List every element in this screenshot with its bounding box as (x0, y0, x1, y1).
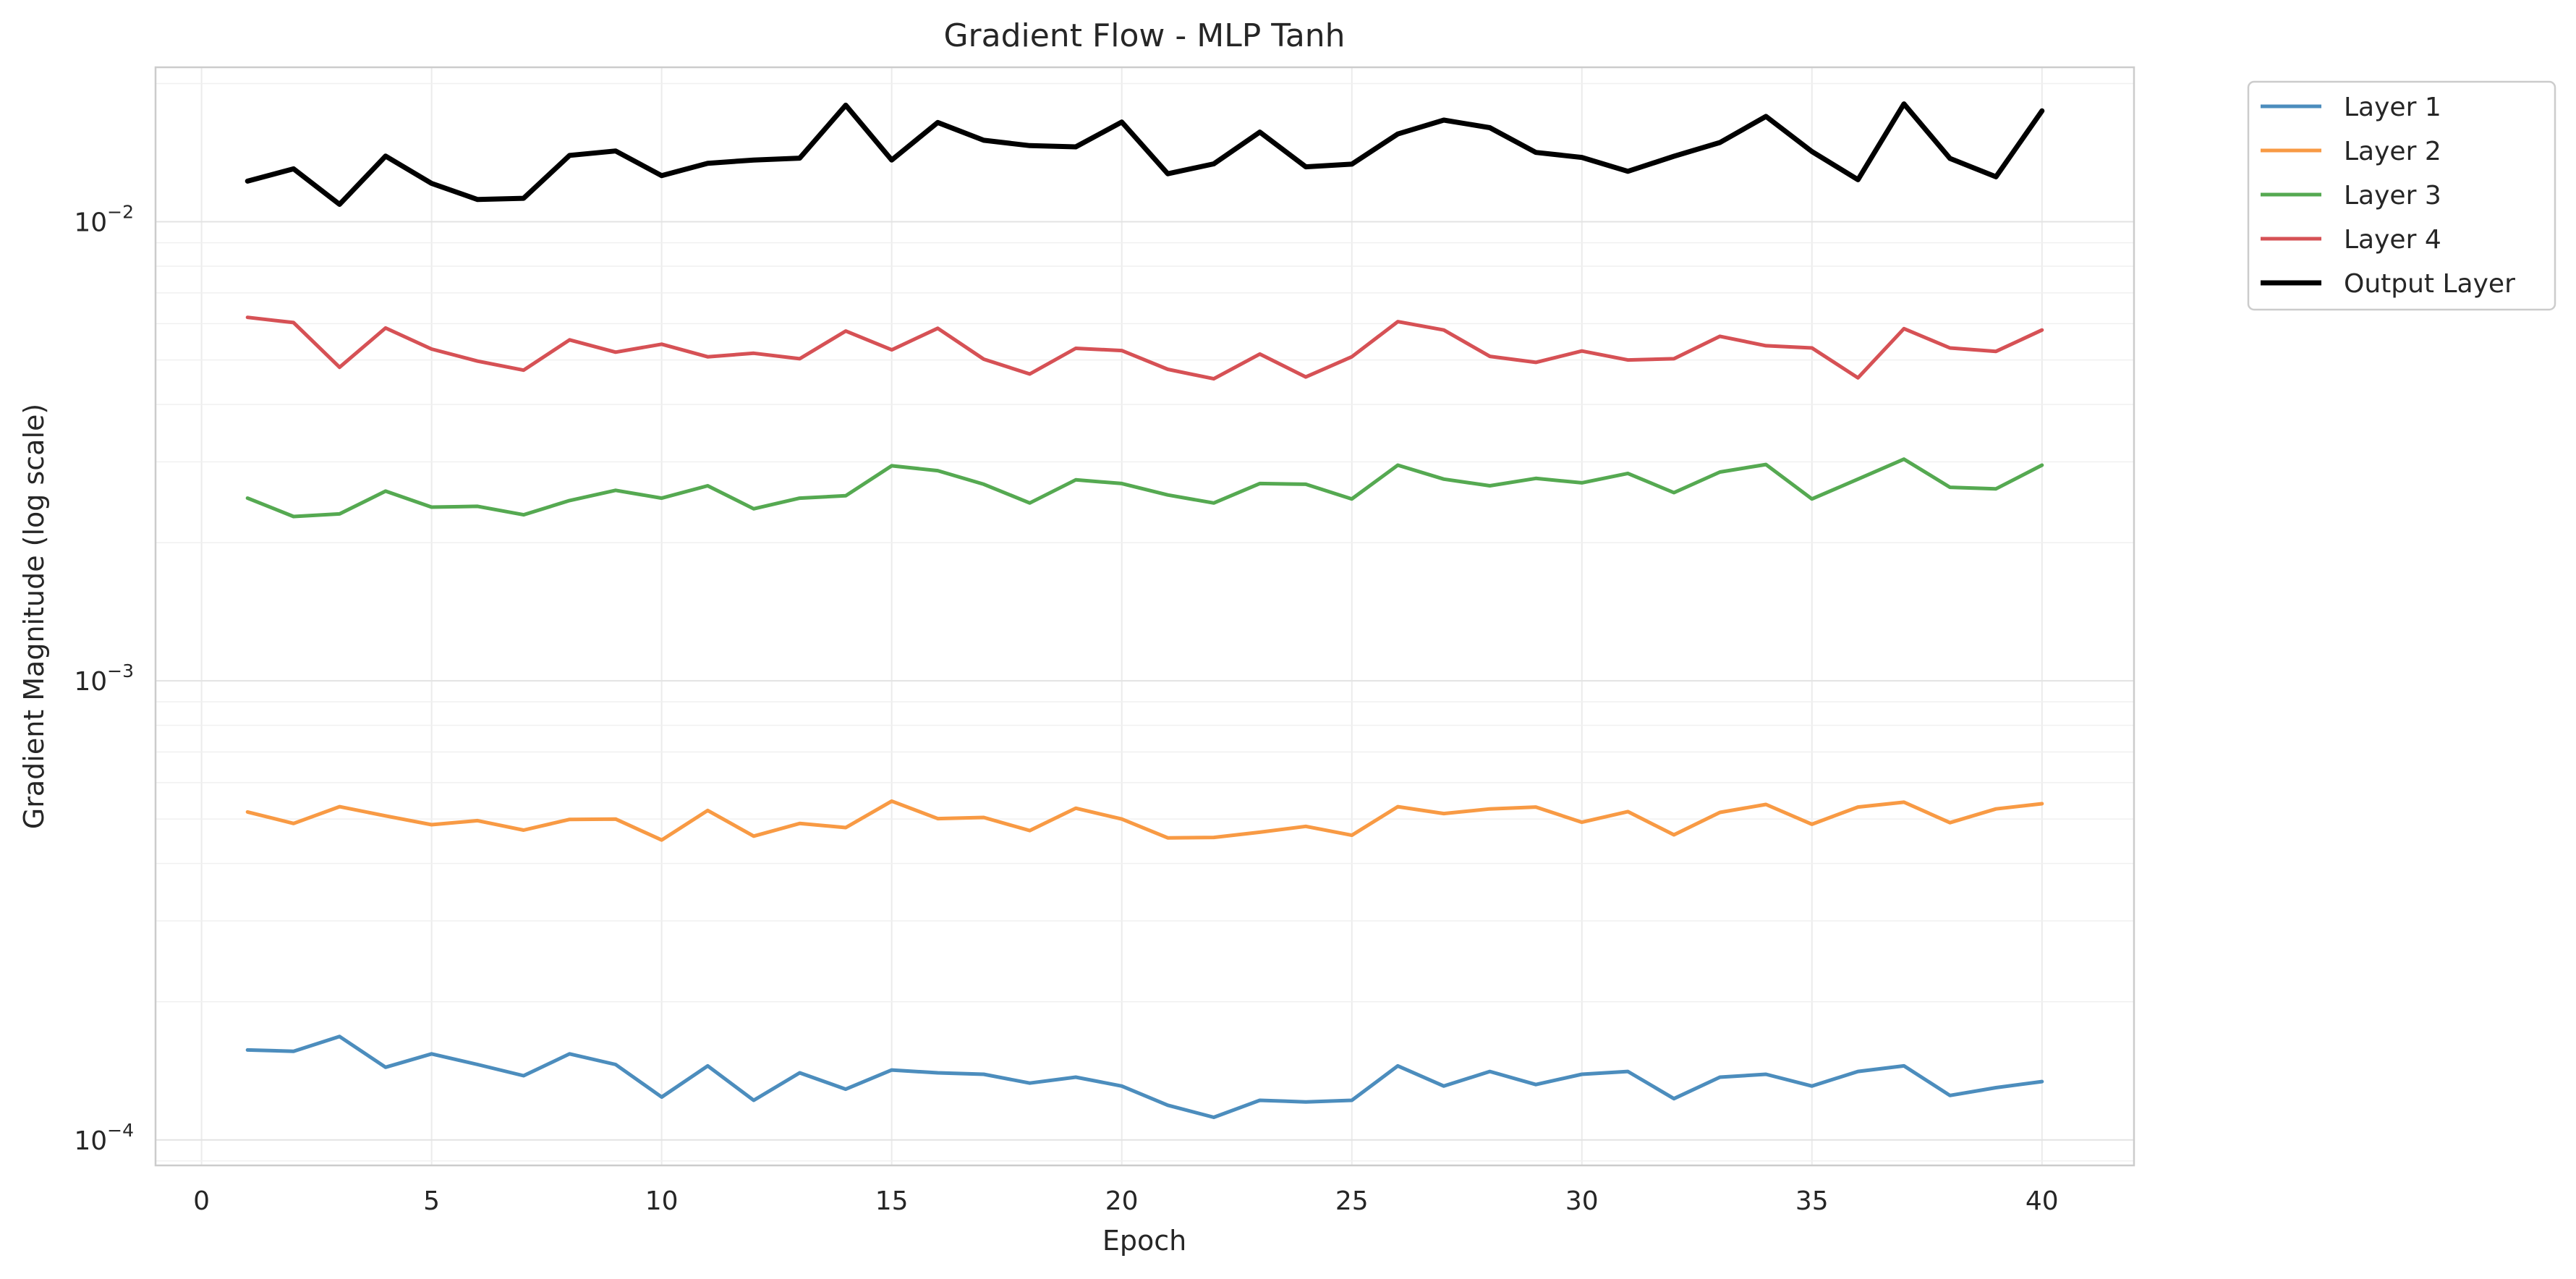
grid (156, 67, 2134, 1165)
y-axis-ticks: 10−4 10−3 10−2 (74, 202, 134, 1156)
x-tick-label: 15 (875, 1186, 909, 1216)
legend-label: Layer 1 (2344, 93, 2441, 122)
x-tick-label: 40 (2025, 1186, 2059, 1216)
x-tick-label: 5 (423, 1186, 440, 1216)
chart-title: Gradient Flow - MLP Tanh (943, 17, 1345, 54)
x-tick-label: 30 (1565, 1186, 1599, 1216)
series-lines (245, 101, 2045, 1119)
legend-label: Layer 2 (2344, 137, 2441, 166)
legend-label: Output Layer (2344, 269, 2515, 299)
legend-entry: Layer 4 (2261, 225, 2441, 255)
x-axis-ticks: 0 5 10 15 20 25 30 35 40 (193, 1186, 2059, 1216)
series-line-layer-4 (245, 315, 2044, 381)
series-line-layer-2 (245, 799, 2044, 842)
x-axis-label: Epoch (1102, 1225, 1186, 1257)
x-tick-label: 35 (1795, 1186, 1829, 1216)
legend: Layer 1 Layer 2 Layer 3 Layer 4 Output Layer (2247, 80, 2556, 311)
y-axis-label: Gradient Magnitude (log scale) (18, 404, 50, 829)
legend-entry: Output Layer (2261, 269, 2515, 299)
series-line-layer-3 (245, 457, 2044, 519)
series-line-layer-1 (245, 1034, 2044, 1119)
plot-area-frame (154, 66, 2135, 1167)
x-tick-label: 0 (193, 1186, 210, 1216)
x-tick-label: 25 (1335, 1186, 1369, 1216)
y-tick-label: 10−2 (74, 202, 134, 238)
legend-entry: Layer 3 (2261, 181, 2441, 211)
y-tick-label: 10−4 (74, 1120, 134, 1156)
series-line-output-layer (245, 101, 2045, 207)
x-tick-label: 10 (645, 1186, 679, 1216)
x-tick-label: 20 (1105, 1186, 1139, 1216)
legend-box (2247, 80, 2556, 311)
legend-label: Layer 4 (2344, 225, 2441, 255)
legend-entry: Layer 2 (2261, 137, 2441, 166)
legend-label: Layer 3 (2344, 181, 2441, 211)
legend-entry: Layer 1 (2261, 93, 2441, 122)
y-tick-label: 10−3 (74, 660, 134, 697)
